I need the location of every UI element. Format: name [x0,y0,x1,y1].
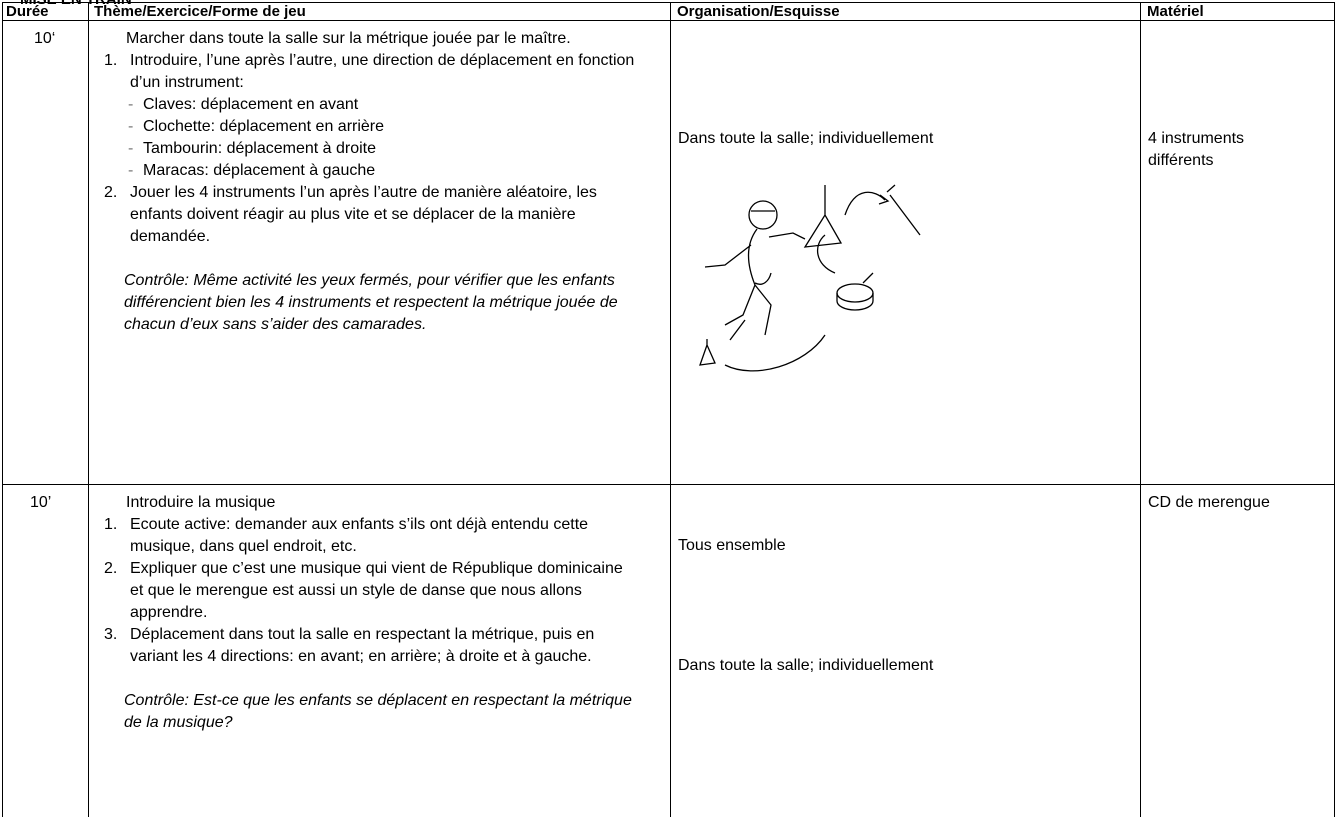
item-text: Jouer les 4 instruments l’un après l’aut… [130,184,597,245]
list-item: 2. Jouer les 4 instruments l’un après l’a… [104,182,654,248]
list-item: 1. Introduire, l’une après l’autre, une d… [104,50,654,182]
list-item: 3. Déplacement dans tout la salle en resp… [104,624,654,668]
header: Durée [6,3,49,20]
sub-item: - Clochette: déplacement en arrière [128,116,654,138]
sub-item: - Tambourin: déplacement à droite [128,138,654,160]
rule [2,2,1335,3]
material: 4 instruments différents [1148,130,1245,169]
duration: 10‘ [34,30,56,47]
rule [2,484,1335,485]
item-text: Ecoute active: demander aux enfants s’il… [130,516,589,555]
duration: 10’ [30,494,52,511]
header: Organisation/Esquisse [677,3,840,20]
bullet: - [128,162,134,179]
section-title: MISE EN TRAIN [20,0,132,8]
item-number: 1. [104,52,118,69]
item-number: 2. [104,560,118,577]
list-item: 1. Ecoute active: demander aux enfants s’… [104,514,654,558]
theme-cell: Marcher dans toute la salle sur la métri… [96,28,646,336]
rule [1140,2,1141,817]
material: CD de merengue [1148,494,1270,511]
item-number: 1. [104,516,118,533]
sub-item-text: Maracas: déplacement à gauche [143,162,376,179]
list-item: 2. Expliquer que c’est une musique qui vi… [104,558,654,624]
intro: Introduire la musique [126,494,276,511]
rule [670,2,671,817]
sub-item-text: Claves: déplacement en avant [143,96,359,113]
intro: Marcher dans toute la salle sur la métri… [126,30,571,47]
bullet: - [128,140,134,157]
header: Thème/Exercice/Forme de jeu [94,3,306,20]
bullet: - [128,118,134,135]
sub-item: - Maracas: déplacement à gauche [128,160,654,182]
organisation: Tous ensemble [678,537,786,554]
sub-item: - Claves: déplacement en avant [128,94,654,116]
rule [88,2,89,817]
item-text: Introduire, l’une après l’autre, une dir… [130,52,635,91]
item-text: Expliquer que c’est une musique qui vien… [130,560,623,621]
rule [1334,2,1335,817]
sub-item-text: Tambourin: déplacement à droite [143,140,377,157]
header: Matériel [1147,3,1204,20]
item-number: 2. [104,184,118,201]
sub-item-text: Clochette: déplacement en arrière [143,118,385,135]
item-number: 3. [104,626,118,643]
sketch [699,184,921,372]
theme-cell: Introduire la musique 1. Ecoute active: de… [96,492,646,734]
control: Contrôle: Est-ce que les enfants se dépl… [124,692,632,731]
control: Contrôle: Même activité les yeux fermés,… [124,272,618,333]
bullet: - [128,96,134,113]
item-text: Déplacement dans tout la salle en respec… [130,626,595,665]
organisation: Dans toute la salle; individuellement [678,130,934,147]
organisation: Dans toute la salle; individuellement [678,657,934,674]
rule [2,2,3,817]
rule [2,20,1335,21]
